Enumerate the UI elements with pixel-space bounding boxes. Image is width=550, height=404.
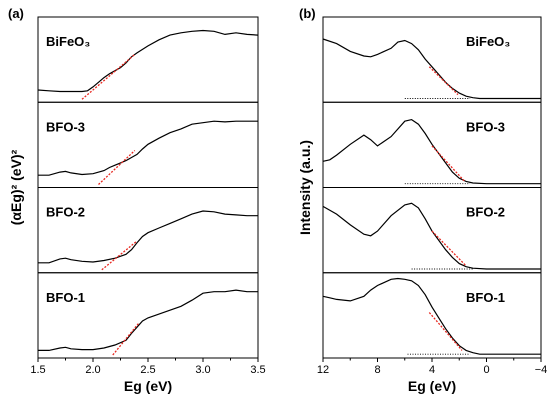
subpanel-frame [322,16,542,103]
tangent-line [428,66,459,96]
tangent-line [431,230,467,267]
panel-a-label: (a) [8,6,24,21]
x-tick-label: 2.5 [140,364,155,376]
series-label: BiFeO₃ [466,34,510,49]
series-label: BFO-1 [46,290,85,305]
chart-b: BiFeO₃ BFO-3 BFO-2 BFO-1 12 8 4 0 −4 Eg (eV) Inten… [297,16,548,394]
y-axis-label: (αEg)² (eV)² [8,149,24,225]
x-tick-label: 4 [429,364,435,376]
subpanel-frame [37,16,259,103]
series-label: BiFeO₃ [46,34,90,49]
x-tick-label: 2.0 [85,364,100,376]
tangent-line [428,312,463,351]
panel-b-label: (b) [299,6,316,21]
series-label: BFO-3 [466,119,505,134]
series-label: BFO-2 [46,205,85,220]
series-line [322,277,541,355]
series-label: BFO-3 [46,119,85,134]
tangent-line [112,322,140,356]
tangent-line [101,241,137,271]
chart-a: BiFeO₃ BFO-3 BFO-2 BFO-1 1.5 2.0 2.5 3.0 3.5 Eg (… [8,16,266,394]
x-tick-label: 3.0 [195,364,210,376]
series-label: BFO-1 [466,290,505,305]
series-line [38,289,258,351]
x-tick-label: 1.5 [30,364,45,376]
x-axis-label: Eg (eV) [408,378,456,394]
series-line [38,120,258,176]
series-line [38,210,258,264]
series-line [322,38,541,100]
x-axis-label: Eg (eV) [124,378,172,394]
tangent-line [431,145,466,182]
x-tick-label: 12 [317,364,329,376]
series-label: BFO-2 [466,205,505,220]
series-line [322,118,541,185]
x-tick-label: 3.5 [250,364,265,376]
series-line [322,202,541,270]
tangent-line [81,53,136,100]
x-tick-label: −4 [535,364,548,376]
subpanel-frame [37,272,259,359]
y-axis-label: Intensity (a.u.) [297,140,313,235]
x-tick-label: 8 [374,364,380,376]
x-tick-label: 0 [483,364,489,376]
tangent-line [98,150,136,185]
